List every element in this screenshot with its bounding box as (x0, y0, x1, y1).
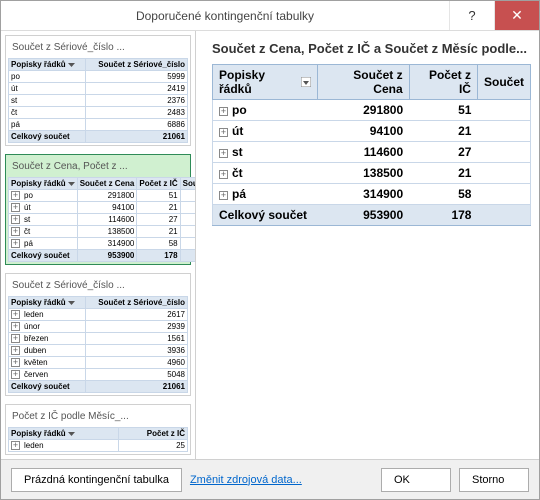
table-row[interactable]: +pá31490058 (213, 184, 531, 205)
thumbnail-2-selected[interactable]: Součet z Cena, Počet z ... Popisky řádků… (5, 154, 191, 265)
blank-pivottable-button[interactable]: Prázdná kontingenční tabulka (11, 468, 182, 492)
table-row[interactable]: +po29180051 (213, 100, 531, 121)
expand-icon[interactable]: + (219, 149, 228, 158)
titlebar-buttons: ? ✕ (449, 1, 539, 30)
help-button[interactable]: ? (449, 1, 494, 30)
expand-icon[interactable]: + (219, 107, 228, 116)
thumbnail-4[interactable]: Počet z IČ podle Měsíc_... Popisky řádků… (5, 404, 191, 455)
preview-pane: Součet z Cena, Počet z IČ a Součet z Měs… (196, 31, 539, 459)
thumbnail-title: Součet z Sériové_číslo ... (8, 278, 188, 296)
expand-icon: + (11, 322, 20, 331)
col-rowlabels[interactable]: Popisky řádků (213, 65, 318, 100)
dropdown-icon (68, 180, 75, 187)
dialog-footer: Prázdná kontingenční tabulka Změnit zdro… (1, 459, 539, 499)
cancel-button[interactable]: Storno (459, 468, 529, 492)
expand-icon: + (11, 334, 20, 343)
titlebar: Doporučené kontingenční tabulky ? ✕ (1, 1, 539, 31)
change-source-link[interactable]: Změnit zdrojová data... (190, 474, 302, 486)
dialog-body: Součet z Sériové_číslo ... Popisky řádků… (1, 31, 539, 459)
thumbnail-3[interactable]: Součet z Sériové_číslo ... Popisky řádků… (5, 273, 191, 396)
thumbnail-2-table: Popisky řádků Součet z Cena Počet z IČ S… (8, 177, 196, 262)
col-sum-cena: Součet z Cena (318, 65, 410, 100)
expand-icon: + (11, 203, 20, 212)
table-header-row: Popisky řádků Součet z Cena Počet z IČ S… (213, 65, 531, 100)
table-row[interactable]: +st11460027 (213, 142, 531, 163)
thumbnail-title: Součet z Cena, Počet z ... (8, 159, 188, 177)
thumbnail-1[interactable]: Součet z Sériové_číslo ... Popisky řádků… (5, 35, 191, 146)
close-button[interactable]: ✕ (494, 1, 539, 30)
expand-icon: + (11, 346, 20, 355)
expand-icon: + (11, 239, 20, 248)
dialog-window: Doporučené kontingenční tabulky ? ✕ Souč… (0, 0, 540, 500)
preview-table: Popisky řádků Součet z Cena Počet z IČ S… (212, 64, 531, 226)
close-icon: ✕ (511, 7, 523, 24)
ok-button[interactable]: OK (381, 468, 451, 492)
dropdown-icon (68, 299, 75, 306)
col-count-ic: Počet z IČ (409, 65, 477, 100)
thumbnail-title: Počet z IČ podle Měsíc_... (8, 409, 188, 427)
dropdown-icon (68, 61, 75, 68)
dropdown-icon (68, 430, 75, 437)
thumbnail-3-table: Popisky řádků Součet z Sériové_číslo +le… (8, 296, 188, 393)
expand-icon[interactable]: + (219, 191, 228, 200)
table-row[interactable]: +út9410021 (213, 121, 531, 142)
col-sum: Součet (477, 65, 530, 100)
help-icon: ? (468, 8, 475, 23)
expand-icon: + (11, 370, 20, 379)
table-total-row: Celkový součet 953900 178 (213, 205, 531, 226)
expand-icon: + (11, 215, 20, 224)
thumbnail-1-table: Popisky řádků Součet z Sériové_číslo po5… (8, 58, 188, 143)
thumbnail-4-table: Popisky řádků Počet z IČ +leden25 (8, 427, 188, 452)
expand-icon: + (11, 227, 20, 236)
thumbnail-title: Součet z Sériové_číslo ... (8, 40, 188, 58)
expand-icon: + (11, 358, 20, 367)
thumbnails-pane[interactable]: Součet z Sériové_číslo ... Popisky řádků… (1, 31, 196, 459)
expand-icon: + (11, 310, 20, 319)
expand-icon[interactable]: + (219, 170, 228, 179)
titlebar-title: Doporučené kontingenční tabulky (1, 9, 449, 23)
expand-icon: + (11, 191, 20, 200)
table-row[interactable]: +čt13850021 (213, 163, 531, 184)
preview-title: Součet z Cena, Počet z IČ a Součet z Měs… (212, 41, 531, 56)
expand-icon[interactable]: + (219, 128, 228, 137)
dropdown-icon[interactable] (301, 77, 311, 87)
expand-icon: + (11, 441, 20, 450)
